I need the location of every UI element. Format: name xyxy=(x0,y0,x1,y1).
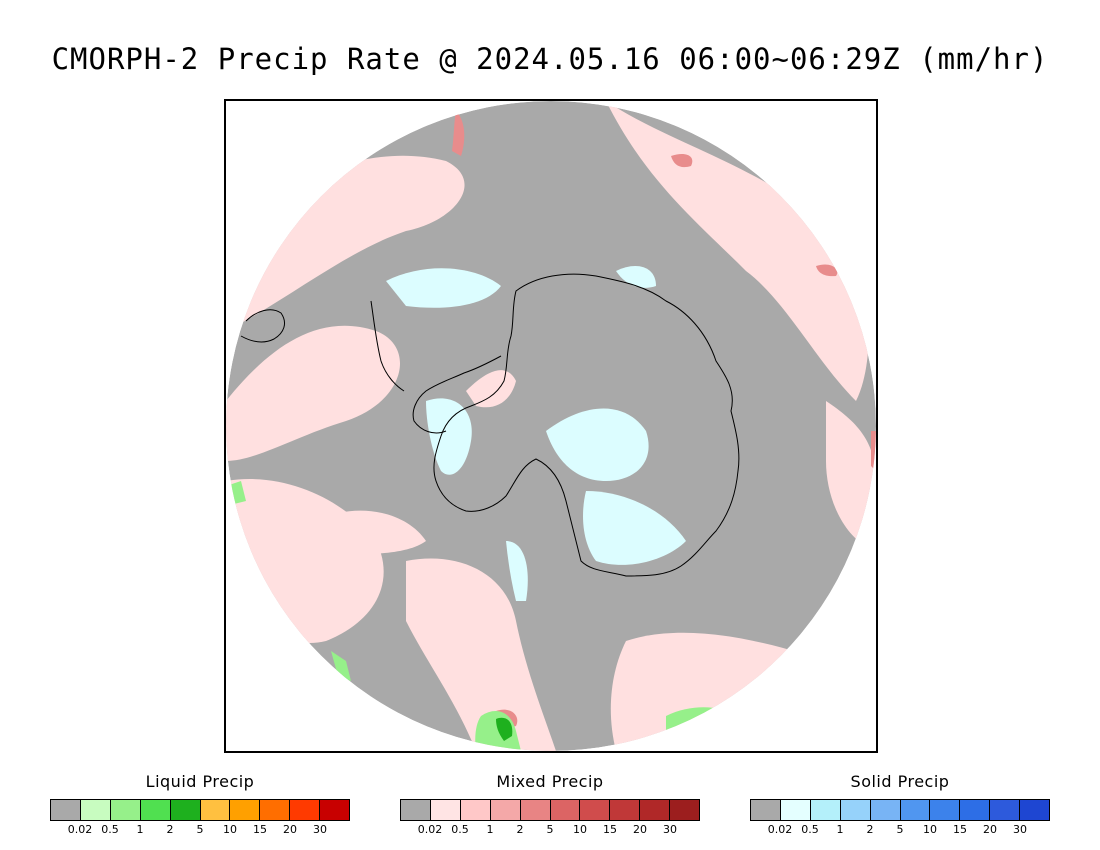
legend-swatch xyxy=(670,800,700,820)
legend-swatch xyxy=(840,800,871,820)
legend-swatch xyxy=(780,800,811,820)
legend-swatch xyxy=(200,800,231,820)
liquid-precip-heavy xyxy=(496,717,513,741)
legend-colorbar xyxy=(50,799,350,821)
legend-ticks: 0.02 0.5 1 2 5 10 15 20 30 xyxy=(50,821,350,836)
legend-swatch xyxy=(490,800,521,820)
legend-title: Liquid Precip xyxy=(145,772,255,791)
legend-swatch xyxy=(170,800,201,820)
polar-map-canvas xyxy=(226,101,876,751)
legend-swatch xyxy=(1020,800,1050,820)
no-precip-background xyxy=(226,101,876,751)
legend-swatch xyxy=(320,800,350,820)
legend-tick: 5 xyxy=(896,823,904,836)
legend-swatch xyxy=(110,800,141,820)
legend-swatch xyxy=(51,800,81,820)
legend-tick: 0.5 xyxy=(101,823,119,836)
legend-tick: 15 xyxy=(953,823,967,836)
legend-tick: 0.5 xyxy=(451,823,469,836)
legend-swatch xyxy=(640,800,671,820)
legend-colorbar xyxy=(400,799,700,821)
legend-swatch xyxy=(401,800,431,820)
legend-tick: 5 xyxy=(196,823,204,836)
legend-swatch xyxy=(520,800,551,820)
legend-tick: 30 xyxy=(313,823,327,836)
legend-swatch xyxy=(430,800,461,820)
legend-title: Mixed Precip xyxy=(496,772,604,791)
legend-tick: 0.02 xyxy=(67,823,93,836)
legend-swatch xyxy=(810,800,841,820)
legend-swatch xyxy=(751,800,781,820)
antarctic-peninsula xyxy=(412,355,502,434)
solid-precip-regions xyxy=(386,266,686,601)
legend-swatch xyxy=(140,800,171,820)
legend-swatch xyxy=(80,800,111,820)
south-america-coastline xyxy=(370,300,405,392)
legend-swatch xyxy=(290,800,321,820)
legend-swatch xyxy=(260,800,291,820)
legend-tick: 2 xyxy=(516,823,524,836)
legend-tick: 20 xyxy=(983,823,997,836)
new-zealand-coastline xyxy=(240,309,285,343)
legend-tick: 2 xyxy=(166,823,174,836)
legend-tick: 5 xyxy=(546,823,554,836)
legend-colorbar xyxy=(750,799,1050,821)
legend-ticks: 0.02 0.5 1 2 5 10 15 20 30 xyxy=(750,821,1050,836)
legend-swatch xyxy=(930,800,961,820)
legend-tick: 10 xyxy=(923,823,937,836)
legend-tick: 0.5 xyxy=(801,823,819,836)
legend-tick: 20 xyxy=(283,823,297,836)
legend-tick: 1 xyxy=(836,823,844,836)
legend-tick: 1 xyxy=(136,823,144,836)
legend-mixed: Mixed Precip 0.02 0.5 1 2 5 10 15 20 30 xyxy=(400,772,700,836)
legend-tick: 15 xyxy=(253,823,267,836)
legend-tick: 2 xyxy=(866,823,874,836)
polar-map xyxy=(224,99,878,753)
legend-tick: 30 xyxy=(663,823,677,836)
legend-swatch xyxy=(460,800,491,820)
legend-swatch xyxy=(550,800,581,820)
legend-tick: 30 xyxy=(1013,823,1027,836)
legend-tick: 10 xyxy=(573,823,587,836)
map-title: CMORPH-2 Precip Rate @ 2024.05.16 06:00~… xyxy=(51,42,1049,76)
legend-swatch xyxy=(580,800,611,820)
legend-swatch xyxy=(230,800,261,820)
legend-title: Solid Precip xyxy=(850,772,950,791)
legend-tick: 15 xyxy=(603,823,617,836)
legend-tick: 0.02 xyxy=(767,823,793,836)
legend-tick: 20 xyxy=(633,823,647,836)
legend-swatch xyxy=(900,800,931,820)
mixed-precip-regions xyxy=(226,101,876,751)
legend-tick: 1 xyxy=(486,823,494,836)
legend-swatch xyxy=(610,800,641,820)
legend-solid: Solid Precip 0.02 0.5 1 2 5 10 15 20 30 xyxy=(750,772,1050,836)
legend-swatch xyxy=(960,800,991,820)
legend-tick: 10 xyxy=(223,823,237,836)
legend-liquid: Liquid Precip 0.02 0.5 1 2 5 10 15 20 30 xyxy=(50,772,350,836)
legend-ticks: 0.02 0.5 1 2 5 10 15 20 30 xyxy=(400,821,700,836)
antarctica-coastline xyxy=(433,273,740,577)
legend-tick: 0.02 xyxy=(417,823,443,836)
legend-swatch xyxy=(870,800,901,820)
legend-swatch xyxy=(990,800,1021,820)
